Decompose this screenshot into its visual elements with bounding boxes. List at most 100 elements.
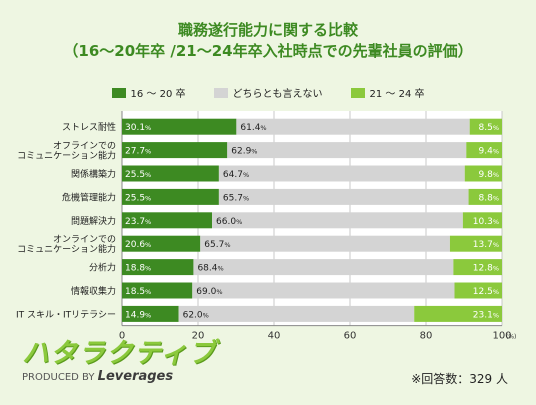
value-label-recent: 8.8% xyxy=(478,193,499,203)
category-label-line: コミュニケーション能力 xyxy=(17,243,116,255)
bar-segment-recent xyxy=(453,259,502,276)
value-label-unit: % xyxy=(203,311,209,319)
value-label-unit: % xyxy=(260,124,266,132)
category-label: 情報収集力 xyxy=(71,285,116,297)
value-label-unit: % xyxy=(145,288,151,296)
value-label-early: 23.7% xyxy=(125,217,151,227)
x-tick-label: 100 xyxy=(492,331,511,342)
value-label-unit: % xyxy=(145,241,151,249)
bar-segment-recent xyxy=(449,235,502,252)
category-label: 関係構築力 xyxy=(71,168,116,180)
legend-swatch-recent xyxy=(350,87,365,98)
x-tick-label: 60 xyxy=(344,331,357,342)
category-label-line: オフラインでの xyxy=(53,141,116,152)
category-label-line: コミュニケーション能力 xyxy=(17,150,116,162)
legend-label-early: 16 ～ 20 卒 xyxy=(130,89,186,100)
value-label-early: 14.9% xyxy=(125,310,151,320)
value-label-recent: 8.5% xyxy=(478,123,499,133)
value-label-unit: % xyxy=(236,218,242,226)
value-label-recent: 10.3% xyxy=(473,217,499,227)
category-label: 問題解決力 xyxy=(71,215,116,227)
value-label-neutral: 65.7% xyxy=(223,193,249,203)
bar-segment-early xyxy=(122,142,228,159)
bar-segment-recent xyxy=(464,165,502,182)
bar-segment-neutral xyxy=(218,165,465,182)
bar-segment-early xyxy=(122,259,194,276)
value-label-unit: % xyxy=(145,124,151,132)
bar-segment-neutral xyxy=(218,188,469,205)
bar-segment-recent xyxy=(414,305,502,322)
x-tick-label: 80 xyxy=(420,331,433,342)
bar-segment-early xyxy=(122,212,213,229)
value-label-early: 27.7% xyxy=(125,147,151,157)
category-label: オフラインでのコミュニケーション能力 xyxy=(17,141,116,162)
produced-by: PRODUCED BY Leverages xyxy=(22,369,216,384)
chart-title-line2: （16～20年卒 /21～24年卒入社時点での先輩社員の評価） xyxy=(63,42,473,60)
value-label-unit: % xyxy=(493,265,499,273)
legend-item-early: 16 ～ 20 卒 xyxy=(111,85,186,100)
value-label-unit: % xyxy=(493,124,499,132)
category-label: IT スキル・ITリテラシー xyxy=(16,309,116,320)
legend-item-neutral: どちらとも言えない xyxy=(213,85,323,100)
bar-segment-neutral xyxy=(236,118,470,135)
bar-segment-early xyxy=(122,235,201,252)
legend-label-neutral: どちらとも言えない xyxy=(232,89,323,100)
respondent-count: ※回答数：329 人 xyxy=(411,372,508,386)
value-label-neutral: 68.4% xyxy=(197,264,223,274)
value-label-unit: % xyxy=(493,241,499,249)
bar-segment-recent xyxy=(469,118,502,135)
value-label-unit: % xyxy=(493,194,499,202)
x-tick-label: 0 xyxy=(119,331,125,342)
value-label-neutral: 62.0% xyxy=(183,310,209,320)
produced-by-label: PRODUCED BY xyxy=(22,372,95,383)
value-label-recent: 23.1% xyxy=(473,310,499,320)
value-label-neutral: 69.0% xyxy=(196,287,222,297)
legend-item-recent: 21 ～ 24 卒 xyxy=(350,85,425,100)
x-axis-unit: (%) xyxy=(506,334,516,341)
value-label-unit: % xyxy=(145,194,151,202)
x-tick-label: 20 xyxy=(192,331,205,342)
value-label-early: 30.1% xyxy=(125,123,151,133)
category-label: 分析力 xyxy=(89,262,116,274)
x-tick-label: 40 xyxy=(268,331,281,342)
value-label-early: 25.5% xyxy=(125,170,151,180)
value-label-unit: % xyxy=(493,311,499,319)
legend: 16 ～ 20 卒 どちらとも言えない 21 ～ 24 卒 xyxy=(0,85,536,100)
value-label-recent: 12.8% xyxy=(473,264,499,274)
value-label-unit: % xyxy=(493,148,499,156)
value-label-unit: % xyxy=(145,218,151,226)
bar-segment-recent xyxy=(468,188,502,205)
bar-segment-recent xyxy=(466,142,502,159)
value-label-unit: % xyxy=(251,148,257,156)
value-label-unit: % xyxy=(216,288,222,296)
value-label-unit: % xyxy=(243,171,249,179)
value-label-unit: % xyxy=(224,241,230,249)
brand-logo: ハタラクティブ PRODUCED BY Leverages xyxy=(22,340,216,385)
value-label-unit: % xyxy=(217,265,223,273)
value-label-unit: % xyxy=(145,311,151,319)
value-label-neutral: 65.7% xyxy=(204,240,230,250)
category-label: ストレス耐性 xyxy=(62,121,116,133)
bar-segment-early xyxy=(122,165,219,182)
value-label-unit: % xyxy=(243,194,249,202)
value-label-neutral: 61.4% xyxy=(240,123,266,133)
legend-swatch-early xyxy=(111,87,126,98)
bar-segment-recent xyxy=(462,212,502,229)
value-label-recent: 9.4% xyxy=(478,147,499,157)
category-label: オンラインでのコミュニケーション能力 xyxy=(17,234,116,255)
value-label-neutral: 62.9% xyxy=(231,147,257,157)
bar-segment-neutral xyxy=(193,259,454,276)
value-label-early: 18.5% xyxy=(125,287,151,297)
bar-segment-early xyxy=(122,118,237,135)
value-label-recent: 9.8% xyxy=(478,170,499,180)
value-label-unit: % xyxy=(145,148,151,156)
bar-segment-early xyxy=(122,188,219,205)
value-label-recent: 12.5% xyxy=(473,287,499,297)
value-label-unit: % xyxy=(493,171,499,179)
produced-by-brand: Leverages xyxy=(97,369,174,384)
value-label-unit: % xyxy=(145,171,151,179)
legend-swatch-neutral xyxy=(213,87,228,98)
value-label-unit: % xyxy=(493,288,499,296)
value-label-neutral: 64.7% xyxy=(223,170,249,180)
